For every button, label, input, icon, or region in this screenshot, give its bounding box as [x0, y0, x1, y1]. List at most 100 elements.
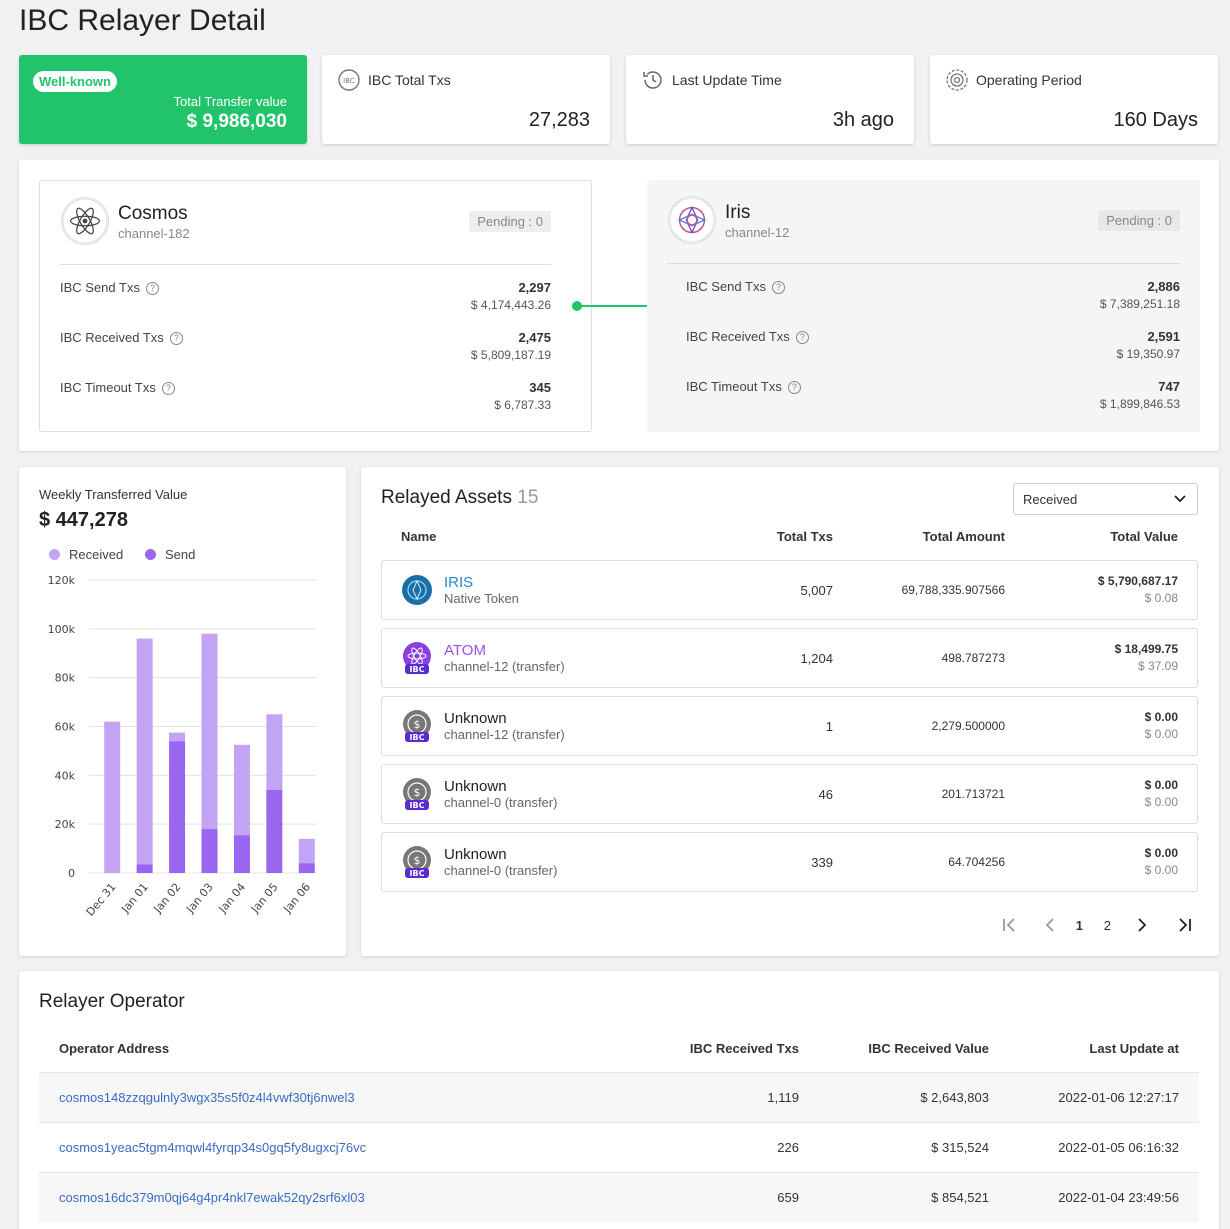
col-header-ibc-received-value: IBC Received Value — [868, 1041, 989, 1056]
unknown-token-icon: $ IBC — [403, 778, 431, 810]
send-txs-label: IBC Send Txs — [686, 279, 766, 294]
asset-row[interactable]: $ IBC Unknown channel-0 (transfer) 339 64.704… — [381, 832, 1198, 892]
send-txs-count: 2,297 — [518, 280, 551, 295]
asset-total-value: $ 0.00 — [1144, 710, 1178, 724]
next-page-icon[interactable] — [1131, 915, 1151, 935]
pending-badge: Pending : 0 — [469, 211, 551, 232]
svg-text:IBC: IBC — [410, 801, 425, 810]
operator-received-txs: 226 — [777, 1140, 799, 1155]
col-header-ibc-received-txs: IBC Received Txs — [689, 1041, 799, 1056]
x-tick-label: Jan 05 — [248, 881, 281, 917]
weekly-chart-title: Weekly Transferred Value — [39, 487, 188, 502]
operator-last-update: 2022-01-06 12:27:17 — [1058, 1090, 1179, 1105]
asset-unit-price: $ 0.00 — [1144, 727, 1178, 741]
operator-last-update: 2022-01-05 06:16:32 — [1058, 1140, 1179, 1155]
svg-text:$: $ — [414, 718, 421, 731]
timeout-txs-value: $ 1,899,846.53 — [1099, 397, 1180, 411]
chain-name: Cosmos — [118, 203, 188, 224]
unknown-token-icon: $ IBC — [403, 846, 431, 878]
last-update-label: Last Update Time — [672, 72, 782, 88]
svg-text:IBC: IBC — [410, 733, 425, 742]
operator-address-link[interactable]: cosmos148zzqgulnly3wgx35s5f0z4l4vwf30tj6… — [59, 1090, 355, 1105]
operator-received-value: $ 854,521 — [931, 1190, 989, 1205]
operator-received-txs: 1,119 — [767, 1090, 799, 1105]
divider — [60, 264, 551, 265]
svg-text:$: $ — [414, 854, 421, 867]
send-txs-count: 2,886 — [1147, 279, 1180, 294]
asset-unit-price: $ 0.08 — [1144, 591, 1178, 605]
iris-logo-icon — [668, 196, 716, 244]
col-header-last-update: Last Update at — [1089, 1041, 1179, 1056]
operator-received-value: $ 2,643,803 — [920, 1090, 989, 1105]
bar-received — [298, 838, 315, 864]
send-txs-value: $ 4,174,443.26 — [470, 298, 551, 312]
help-icon[interactable]: ? — [795, 331, 809, 344]
received-txs-count: 2,591 — [1147, 329, 1180, 344]
iris-token-icon — [402, 575, 432, 605]
last-page-icon[interactable] — [1175, 915, 1195, 935]
asset-total-txs: 1 — [825, 719, 833, 734]
asset-total-value: $ 0.00 — [1144, 778, 1178, 792]
help-icon[interactable]: ? — [169, 332, 183, 345]
help-icon[interactable]: ? — [771, 281, 785, 294]
legend-dot-received — [49, 549, 60, 560]
relayed-assets-count: 15 — [517, 487, 539, 508]
chevron-down-icon — [1174, 495, 1186, 503]
chain-box-iris: Iris channel-12 Pending : 0 IBC Send Txs… — [647, 180, 1200, 432]
send-txs-row: IBC Send Txs? 2,297 $ 4,174,443.26 — [60, 280, 551, 320]
asset-total-txs: 339 — [811, 855, 833, 870]
asset-row[interactable]: IBC ATOM channel-12 (transfer) 1,204 498.787… — [381, 628, 1198, 688]
bar-received — [233, 744, 250, 836]
bar-send — [201, 829, 218, 873]
operator-address-link[interactable]: cosmos1yeac5tgm4mqwl4fyrqp34s0gq5fy8ugxc… — [59, 1140, 367, 1155]
page-2[interactable]: 2 — [1103, 918, 1111, 933]
asset-filter-select[interactable]: Received — [1013, 483, 1198, 515]
received-txs-value: $ 19,350.97 — [1116, 347, 1180, 361]
table-row: cosmos148zzqgulnly3wgx35s5f0z4l4vwf30tj6… — [39, 1072, 1199, 1122]
last-update-card: Last Update Time 3h ago — [626, 55, 914, 144]
received-txs-label: IBC Received Txs — [60, 330, 164, 345]
timeout-txs-row: IBC Timeout Txs? 345 $ 6,787.33 — [60, 380, 551, 420]
bar-received — [136, 638, 153, 865]
send-txs-value: $ 7,389,251.18 — [1099, 297, 1180, 311]
col-header-total-txs: Total Txs — [776, 529, 833, 544]
table-row: cosmos1yeac5tgm4mqwl4fyrqp34s0gq5fy8ugxc… — [39, 1122, 1199, 1172]
total-transfer-label: Total Transfer value — [173, 94, 287, 109]
asset-unit-price: $ 0.00 — [1144, 863, 1178, 877]
ibc-icon: IBC — [338, 69, 360, 91]
help-icon[interactable]: ? — [161, 382, 175, 395]
legend-send[interactable]: Send — [145, 547, 195, 562]
bar-send — [266, 789, 283, 873]
asset-row[interactable]: $ IBC Unknown channel-12 (transfer) 1 2,279.5… — [381, 696, 1198, 756]
unknown-token-icon: $ IBC — [403, 710, 431, 742]
legend-received[interactable]: Received — [49, 547, 123, 562]
help-icon[interactable]: ? — [787, 381, 801, 394]
svg-text:$: $ — [414, 786, 421, 799]
asset-row[interactable]: $ IBC Unknown channel-0 (transfer) 46 201.713… — [381, 764, 1198, 824]
asset-row[interactable]: IRIS Native Token 5,007 69,788,335.907566 $ … — [381, 560, 1198, 620]
operating-period-value: 160 Days — [1113, 109, 1199, 131]
first-page-icon[interactable] — [999, 915, 1019, 935]
asset-total-amount: 64.704256 — [948, 855, 1005, 869]
x-tick-label: Jan 04 — [215, 881, 248, 917]
timeout-txs-count: 345 — [529, 380, 551, 395]
operator-address-link[interactable]: cosmos16dc379m0qj64g4pr4nkl7ewak52qy2srf… — [59, 1190, 365, 1205]
x-tick-label: Dec 31 — [84, 881, 119, 919]
received-txs-row: IBC Received Txs? 2,475 $ 5,809,187.19 — [60, 330, 551, 370]
bar-received — [169, 732, 186, 742]
divider — [667, 263, 1180, 264]
y-tick-label: 80k — [55, 672, 76, 685]
asset-name[interactable]: IRIS — [444, 574, 474, 591]
page-1[interactable]: 1 — [1075, 918, 1083, 933]
gear-icon — [946, 69, 968, 91]
relayed-assets-title: Relayed Assets 15 — [381, 487, 539, 508]
chain-channel: channel-12 — [725, 225, 790, 240]
asset-total-value: $ 0.00 — [1144, 846, 1178, 860]
operating-period-card: Operating Period 160 Days — [930, 55, 1218, 144]
help-icon[interactable]: ? — [145, 282, 159, 295]
asset-name[interactable]: ATOM — [444, 642, 486, 659]
weekly-chart-panel: Weekly Transferred Value $ 447,278 Recei… — [19, 467, 346, 956]
prev-page-icon[interactable] — [1041, 915, 1061, 935]
page-title: IBC Relayer Detail — [19, 4, 266, 37]
